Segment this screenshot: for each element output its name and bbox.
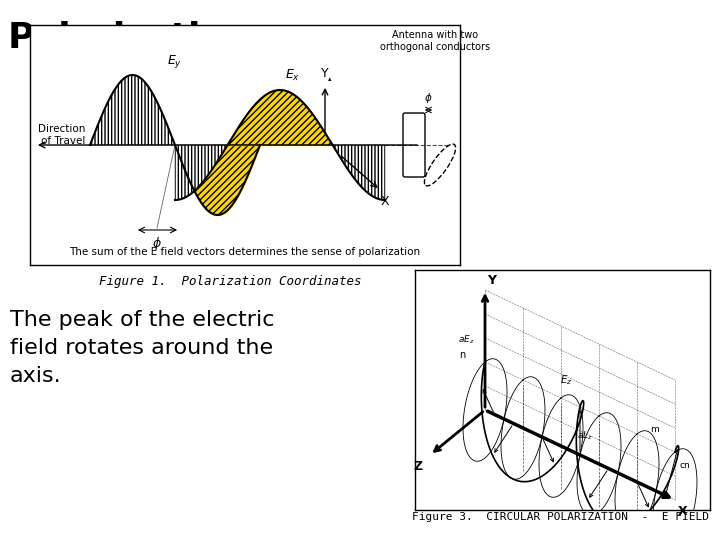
- Text: n: n: [459, 350, 465, 360]
- Text: m: m: [650, 426, 659, 435]
- Text: $E_x$: $E_x$: [285, 68, 300, 83]
- Text: The sum of the E field vectors determines the sense of polarization: The sum of the E field vectors determine…: [69, 247, 420, 257]
- Text: X: X: [381, 195, 390, 208]
- Text: Y: Y: [487, 274, 496, 287]
- Ellipse shape: [424, 144, 456, 186]
- Text: Y: Y: [321, 67, 329, 80]
- Text: $aE_z$: $aE_z$: [459, 334, 475, 346]
- Text: Figure 1.  Polarization Coordinates: Figure 1. Polarization Coordinates: [99, 275, 361, 288]
- Text: $E_z$: $E_z$: [560, 373, 572, 387]
- Text: Antenna with two
orthogonal conductors: Antenna with two orthogonal conductors: [380, 30, 490, 52]
- Text: Polarization: Polarization: [8, 20, 252, 54]
- Text: Direction
of Travel: Direction of Travel: [37, 124, 85, 146]
- Text: $\blacktriangle$: $\blacktriangle$: [325, 75, 333, 83]
- Text: $\phi$: $\phi$: [152, 235, 162, 252]
- Text: $\phi$: $\phi$: [424, 91, 432, 105]
- Text: $E_y$: $E_y$: [168, 53, 183, 70]
- Text: Figure 3.  CIRCULAR POLARIZATION  -  E FIELD: Figure 3. CIRCULAR POLARIZATION - E FIEL…: [412, 512, 708, 522]
- Text: cn: cn: [680, 461, 690, 469]
- Text: $aL_z$: $aL_z$: [577, 430, 593, 442]
- Text: X: X: [678, 505, 688, 518]
- Text: Z: Z: [414, 460, 423, 473]
- Text: The peak of the electric
field rotates around the
axis.: The peak of the electric field rotates a…: [10, 310, 274, 386]
- FancyBboxPatch shape: [403, 113, 425, 177]
